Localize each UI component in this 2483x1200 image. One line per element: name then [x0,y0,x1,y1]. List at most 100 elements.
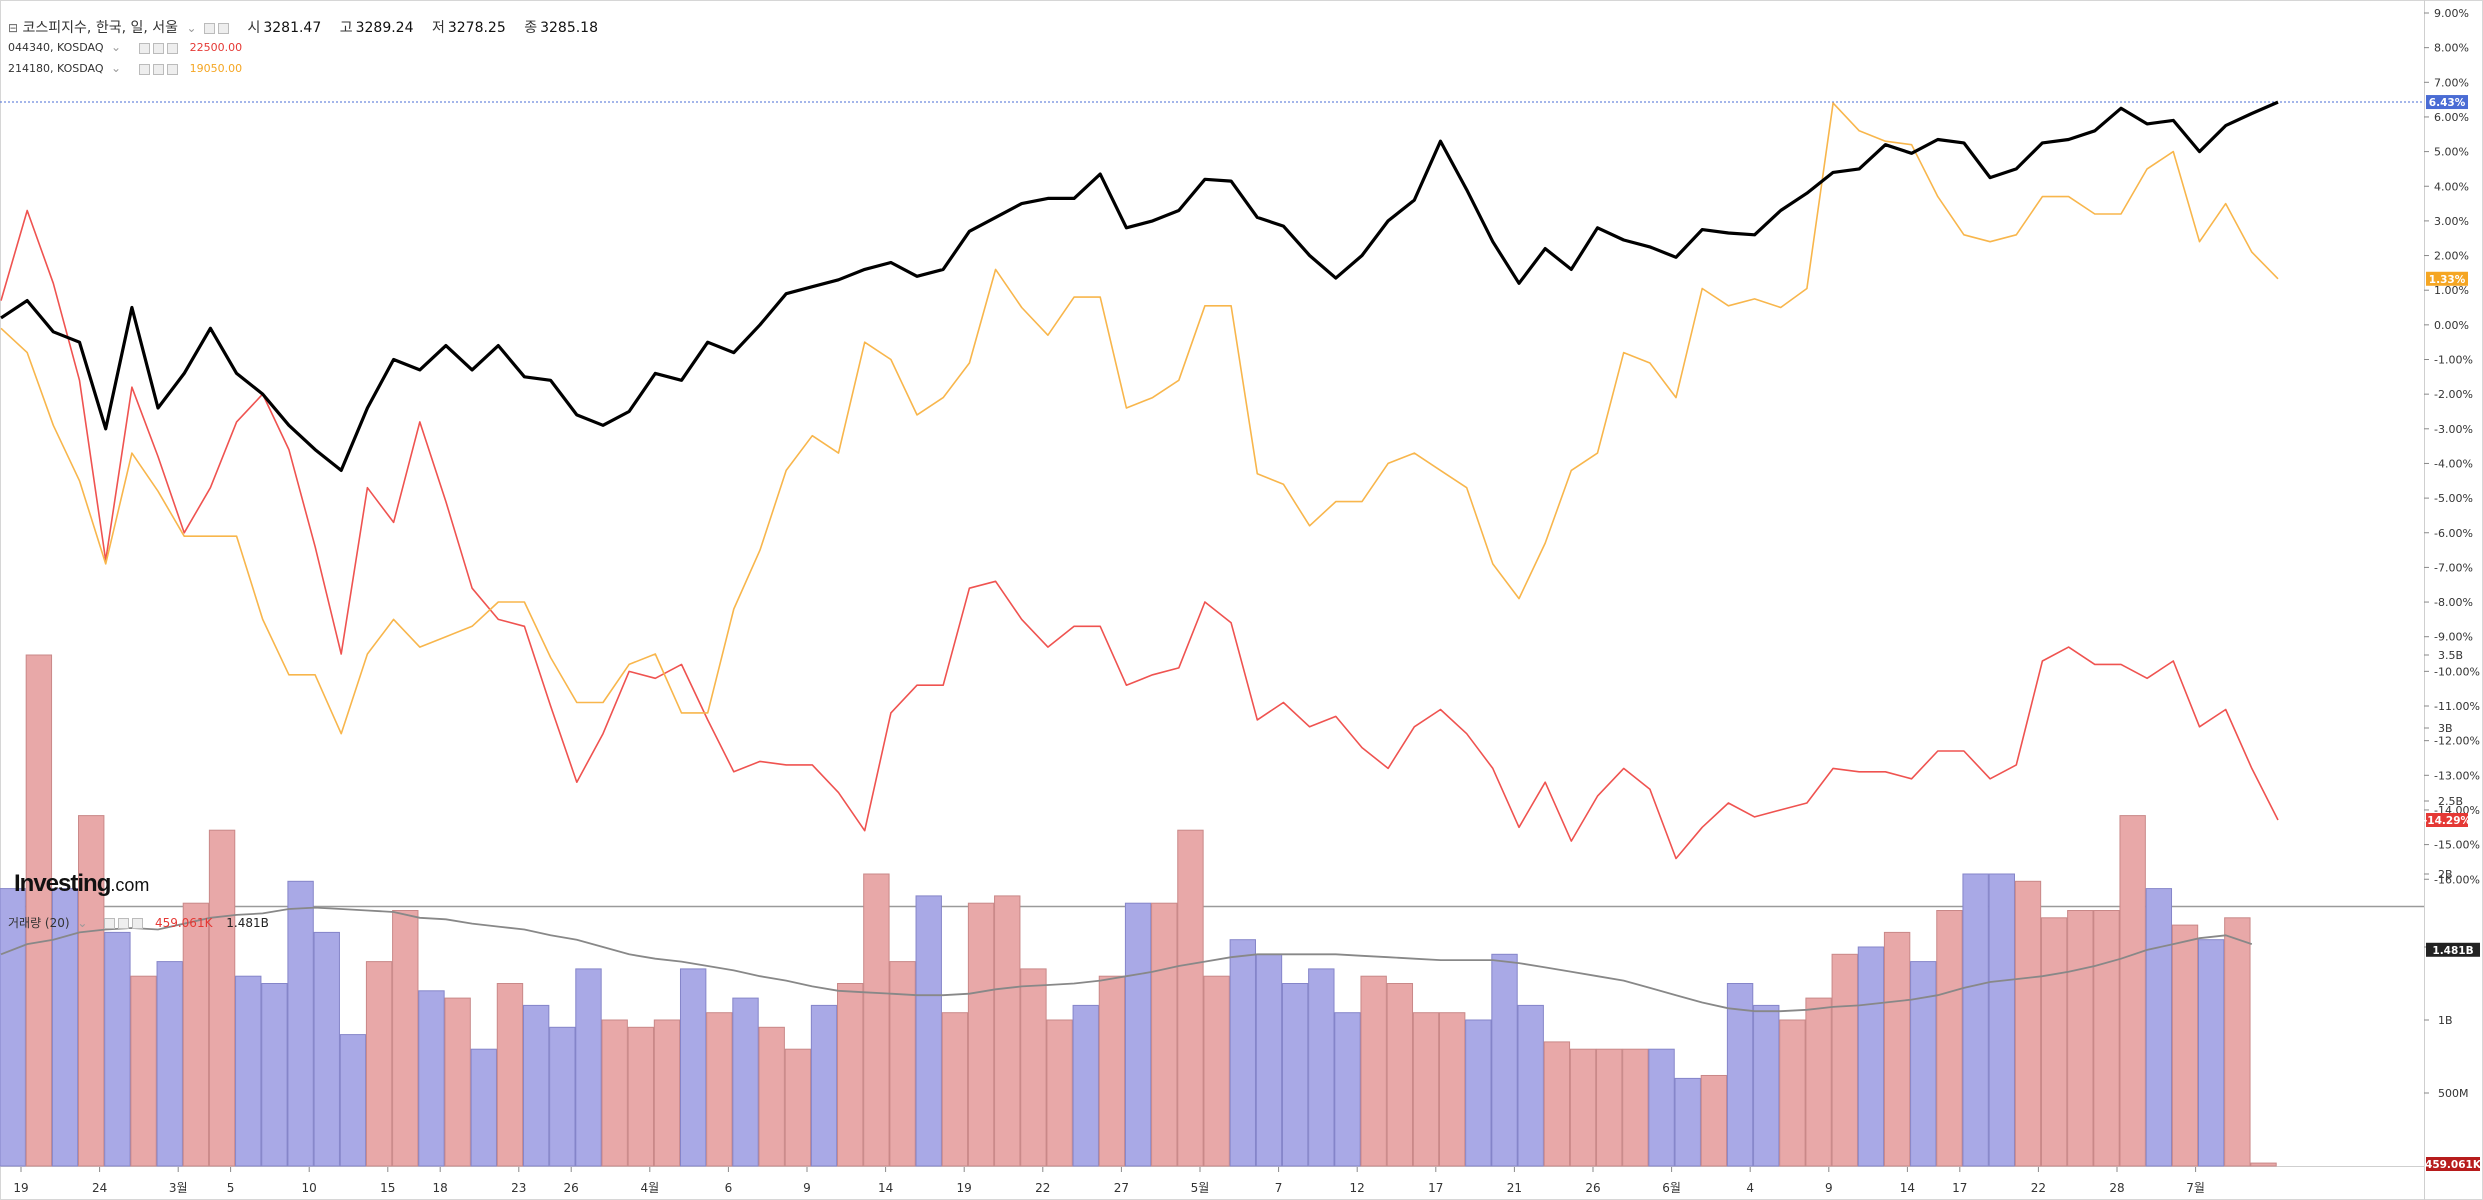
collapse-icon[interactable]: ⊟ [8,21,19,35]
time-tick-label: 26 [564,1181,579,1195]
volume-legend-value-2: 1.481B [226,916,269,930]
time-tick-label: 3월 [169,1181,188,1195]
price-tick-label: 4.00% [2434,180,2469,193]
time-tick-label: 4 [1746,1181,1754,1195]
chevron-down-icon[interactable]: ⌄ [111,61,122,75]
settings-icon[interactable] [204,22,215,34]
volume-bar [627,1026,655,1167]
volume-bar [235,975,262,1167]
time-tick-label: 7월 [2186,1181,2205,1195]
price-tick-label: -7.00% [2434,561,2473,574]
volume-bar [1203,975,1230,1167]
legend-main-name[interactable]: 코스피지수, 한국, 일, 서울 [22,20,179,36]
close-icon[interactable] [167,42,179,54]
series-line-214180[interactable] [0,102,2279,735]
time-tick-label: 14 [1900,1181,1915,1195]
volume-bar [25,654,53,1167]
time-tick-label: 17 [1952,1181,1967,1195]
volume-bar [2067,910,2094,1167]
volume-bar [2171,924,2199,1167]
volume-bar [1020,968,1047,1167]
time-tick-label: 10 [302,1181,317,1195]
price-tick-label: -5.00% [2434,492,2473,505]
settings-icon[interactable] [104,918,116,929]
chevron-down-icon[interactable]: ⌄ [77,916,88,930]
compare-price-2: 19050.00 [189,62,243,75]
last-value-badge [2426,812,2468,827]
volume-bar [156,961,183,1167]
close-icon[interactable] [132,918,144,929]
volume-bar [2250,1162,2277,1167]
volume-bar [1910,961,1937,1167]
volume-bar [130,975,157,1167]
visibility-icon[interactable] [153,63,165,75]
volume-tick-label: 500M [2438,1087,2469,1100]
volume-bar [732,997,759,1167]
last-value-badge [2426,95,2468,110]
volume-value-label: 459.061K [2425,1159,2482,1171]
volume-bar [1229,939,1256,1167]
volume-legend-name[interactable]: 거래량 (20) [8,916,70,930]
volume-bar [261,983,288,1167]
time-tick-label: 17 [1428,1181,1443,1195]
compare-symbol-2[interactable]: 214180, KOSDAQ [8,62,104,75]
volume-bar [1098,975,1126,1167]
volume-bar [967,902,995,1167]
volume-bar [444,997,471,1167]
settings-icon[interactable] [139,63,151,75]
investing-logo: Investing.com [14,870,150,897]
volume-bar [601,1019,628,1167]
time-tick-label: 22 [1035,1181,1050,1195]
close-value: 3285.18 [540,20,598,36]
price-tick-label: -15.00% [2434,839,2480,852]
time-tick-label: 19 [957,1181,972,1195]
series-line-044340[interactable] [0,209,2279,860]
time-tick-label: 19 [13,1181,28,1195]
volume-bar [1360,975,1387,1167]
visibility-icon[interactable] [153,42,165,54]
visibility-icon[interactable] [218,22,229,34]
close-icon[interactable] [167,63,179,75]
volume-bar [810,1004,838,1167]
price-tick-label: -11.00% [2434,700,2480,713]
volume-bar [1700,1074,1728,1167]
volume-value-label: 1.481B [2432,945,2473,957]
high-value: 3289.24 [355,20,414,36]
volume-bar [1412,1012,1440,1167]
price-tick-label: 2.00% [2434,250,2469,263]
volume-bar [1517,1004,1544,1167]
volume-bar [549,1026,576,1167]
time-tick-label: 9 [1825,1181,1833,1195]
price-axis[interactable]: 9.00% 8.00% 7.00% 6.00% 5.00% 4.00% 3.00% 2.00%… [2424,7,2480,886]
volume-bar [1883,931,1911,1167]
time-axis[interactable]: 19 24 3월 5 10 15 18 23 26 4월 6 9 14 19 22 27 5월 7 12 17 21 26… [13,1167,2205,1195]
settings-icon[interactable] [139,42,151,54]
volume-bar [1674,1077,1701,1167]
low-label: 저 [431,20,445,36]
chevron-down-icon[interactable]: ⌄ [111,40,122,54]
chevron-down-icon[interactable]: ⌄ [186,21,197,35]
volume-bar [2145,888,2173,1167]
time-tick-label: 5 [227,1181,235,1195]
series-line-kospi[interactable] [0,100,2279,472]
price-tick-label: 0.00% [2434,319,2469,332]
compare-symbol-1[interactable]: 044340, KOSDAQ [8,41,104,54]
volume-bar [2093,910,2120,1167]
volume-bar [496,983,524,1167]
volume-bar [287,880,314,1167]
price-series[interactable] [0,100,2279,860]
price-tick-label: 7.00% [2434,76,2469,89]
volume-bar [1648,1048,1675,1167]
time-tick-label: 4월 [640,1181,659,1195]
volume-bar [208,829,236,1167]
price-tick-label: -13.00% [2434,769,2480,782]
price-tick-label: -3.00% [2434,423,2473,436]
last-value-label: 6.43% [2429,97,2466,109]
visibility-icon[interactable] [118,918,130,929]
volume-bar [1465,1019,1492,1167]
price-tick-label: -9.00% [2434,631,2473,644]
volume-bar [2040,917,2068,1167]
volume-bar [2014,880,2042,1167]
volume-bar [1753,1004,1780,1167]
open-label: 시 [247,20,261,36]
